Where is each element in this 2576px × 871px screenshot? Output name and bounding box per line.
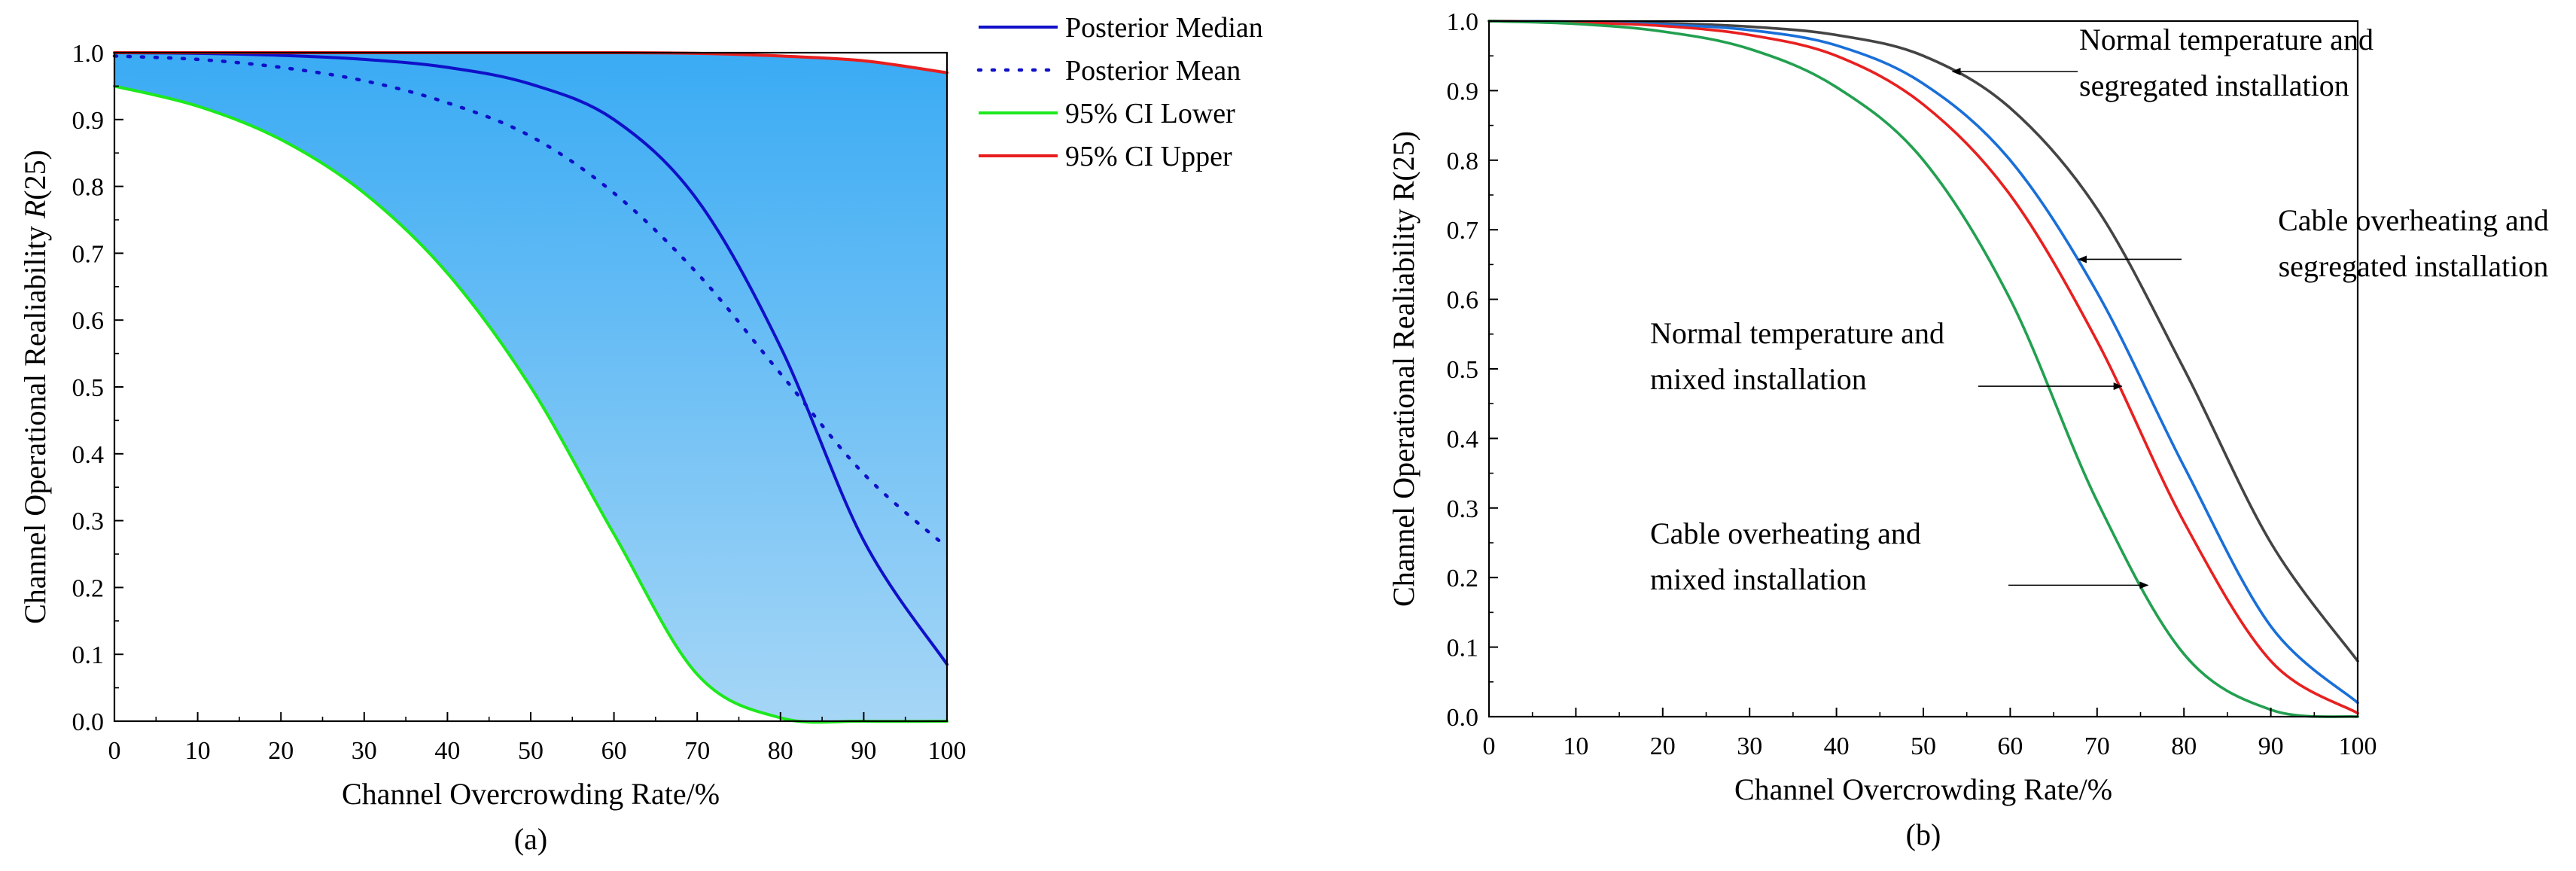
x-tick-label: 70: [684, 737, 710, 765]
x-tick-label: 10: [185, 737, 211, 765]
x-tick-label: 100: [2339, 732, 2377, 760]
plot-frame: [1487, 20, 2359, 718]
series-line-95-ci-lower: [113, 84, 948, 724]
x-tick-label: 20: [1650, 732, 1676, 760]
x-tick-label: 30: [352, 737, 377, 765]
x-tick-label: 40: [1824, 732, 1850, 760]
ci-band: [114, 52, 947, 723]
x-tick-label: 40: [434, 737, 460, 765]
legend-label: Posterior Mean: [1065, 55, 1241, 87]
panel-label: (b): [1906, 818, 1941, 851]
annotation-label: Normal temperature and: [1650, 316, 1944, 350]
annotation-label: segregated installation: [2079, 69, 2349, 102]
x-tick-label: 20: [268, 737, 294, 765]
series-line-cable-overheating-and-segregated-installation: [1487, 20, 2359, 705]
series-line-normal-temperature-and-mixed-installation: [1487, 20, 2359, 715]
x-tick-label: 90: [2258, 732, 2284, 760]
annotation-label: Normal temperature and: [2079, 23, 2374, 56]
y-tick-label: 0.5: [1447, 356, 1479, 384]
y-tick-label: 0.8: [1447, 148, 1479, 175]
annotation-label: segregated installation: [2279, 249, 2549, 283]
annotation-label: mixed installation: [1650, 562, 1867, 596]
y-tick-label: 1.0: [1447, 8, 1479, 36]
legend-label: 95% CI Lower: [1065, 98, 1235, 129]
x-tick-label: 50: [1911, 732, 1936, 760]
annotation-label: mixed installation: [1650, 362, 1867, 396]
x-tick-label: 90: [851, 737, 876, 765]
x-tick-label: 0: [108, 737, 121, 765]
series-line-posterior-median: [113, 51, 948, 666]
y-tick-label: 0.8: [72, 174, 105, 202]
x-tick-label: 80: [768, 737, 793, 765]
panel-label: (a): [514, 822, 547, 856]
x-tick-label: 70: [2084, 732, 2110, 760]
x-tick-label: 50: [518, 737, 544, 765]
annotation-label: Cable overheating and: [2278, 203, 2549, 237]
chart-b: 0 10 20 30 40 50 60 70 80 90 100 0.0 0.1 0.2 0.3 0.4 0.5…: [1387, 8, 2549, 851]
x-tick-label: 60: [1997, 732, 2023, 760]
y-tick-label: 0.4: [72, 441, 105, 469]
y-tick-label: 0.2: [1447, 565, 1479, 592]
legend: Posterior Median Posterior Mean 95% CI Low…: [976, 12, 1263, 172]
legend-label: Posterior Median: [1065, 12, 1263, 44]
y-axis-label-suffix: (25): [18, 150, 52, 200]
y-tick-label: 0.1: [1447, 635, 1479, 662]
y-tick-label: 0.3: [1447, 495, 1479, 523]
y-tick-label: 0.7: [1447, 217, 1479, 245]
y-tick-label: 0.3: [72, 508, 105, 536]
annotation-label: Cable overheating and: [1650, 516, 1921, 550]
y-tick-label: 0.0: [72, 708, 105, 736]
x-tick-label: 0: [1483, 732, 1496, 760]
x-tick-label: 80: [2171, 732, 2197, 760]
y-tick-label: 0.2: [72, 574, 105, 602]
x-tick-label: 60: [601, 737, 627, 765]
y-tick-label: 0.0: [1447, 704, 1479, 732]
y-tick-label: 0.9: [72, 107, 105, 135]
y-tick-label: 0.7: [72, 240, 105, 268]
series-line-posterior-mean: [112, 54, 949, 550]
y-axis-label: Channel Operational Realiability R(25): [18, 150, 52, 624]
x-axis-label: Channel Overcrowding Rate/%: [342, 777, 720, 811]
y-axis-label-prefix: Channel Operational Realiability: [18, 218, 52, 624]
y-tick-label: 0.6: [1447, 287, 1479, 315]
x-axis-label: Channel Overcrowding Rate/%: [1734, 772, 2112, 806]
y-tick-label: 0.9: [1447, 78, 1479, 105]
y-tick-label: 0.5: [72, 374, 105, 402]
y-tick-label: 0.6: [72, 307, 105, 335]
y-tick-label: 0.4: [1447, 425, 1479, 453]
x-tick-label: 30: [1737, 732, 1762, 760]
x-tick-label: 10: [1563, 732, 1588, 760]
series-line-cable-overheating-and-mixed-installation: [1487, 20, 2359, 718]
y-axis-label-variable: R: [18, 200, 52, 219]
y-axis-label: Channel Operational Realiability R(25): [1387, 131, 1420, 607]
legend-label: 95% CI Upper: [1065, 141, 1232, 172]
y-tick-label: 1.0: [72, 40, 105, 68]
chart-a: 0 10 20 30 40 50 60 70 80 90 100 0.0 0.1 0.2 0.3 0.4 0.5…: [18, 12, 1263, 856]
y-tick-label: 0.1: [72, 641, 105, 669]
x-tick-label: 100: [928, 737, 967, 765]
